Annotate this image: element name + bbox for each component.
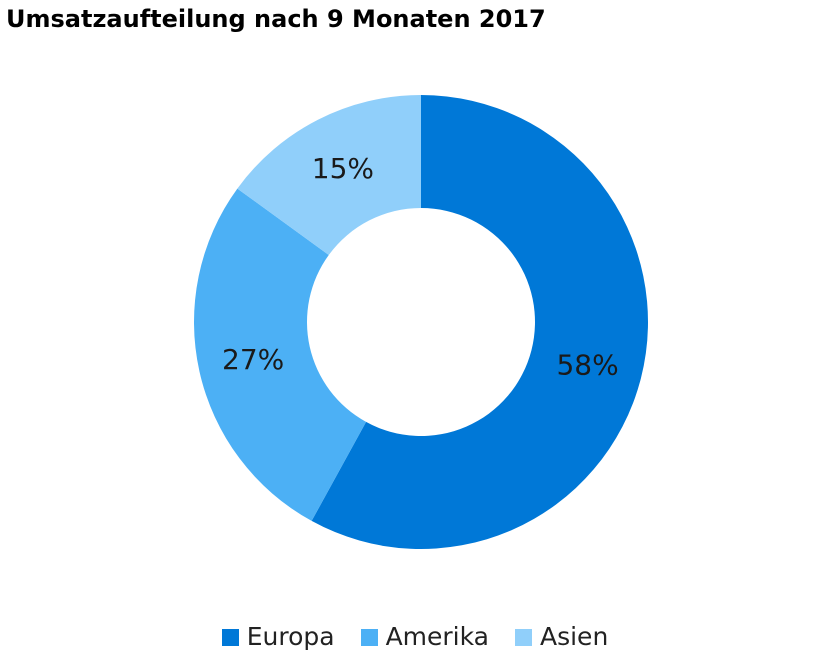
legend: Europa Amerika Asien — [0, 617, 830, 657]
slice-label-asien: 15% — [312, 152, 374, 185]
legend-label-europa: Europa — [246, 622, 335, 651]
legend-swatch-asien — [514, 628, 532, 646]
slice-amerika — [193, 188, 367, 521]
legend-label-amerika: Amerika — [385, 622, 489, 651]
legend-item-asien: Asien — [514, 617, 609, 657]
legend-swatch-europa — [221, 628, 239, 646]
legend-item-amerika: Amerika — [360, 617, 489, 657]
legend-label-asien: Asien — [539, 622, 609, 651]
chart-title: Umsatzaufteilung nach 9 Monaten 2017 — [6, 5, 546, 33]
slice-asien — [237, 95, 421, 255]
legend-swatch-amerika — [360, 628, 378, 646]
donut-slice-labels: 58% 27% 15% — [222, 152, 619, 381]
legend-item-europa: Europa — [221, 617, 335, 657]
slice-europa — [311, 95, 648, 549]
slice-label-europa: 58% — [556, 348, 618, 381]
slice-label-amerika: 27% — [222, 343, 284, 376]
donut-slices — [193, 95, 648, 549]
